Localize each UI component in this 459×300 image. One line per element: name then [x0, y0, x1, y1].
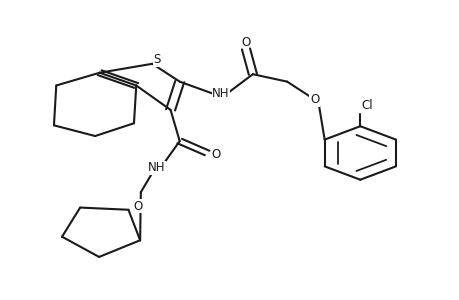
Text: Cl: Cl	[361, 99, 372, 112]
Text: O: O	[211, 148, 220, 161]
Text: O: O	[309, 93, 319, 106]
Text: O: O	[134, 200, 143, 213]
Text: NH: NH	[148, 161, 165, 174]
Text: S: S	[153, 53, 160, 66]
Text: O: O	[241, 36, 250, 49]
Text: NH: NH	[212, 87, 229, 100]
